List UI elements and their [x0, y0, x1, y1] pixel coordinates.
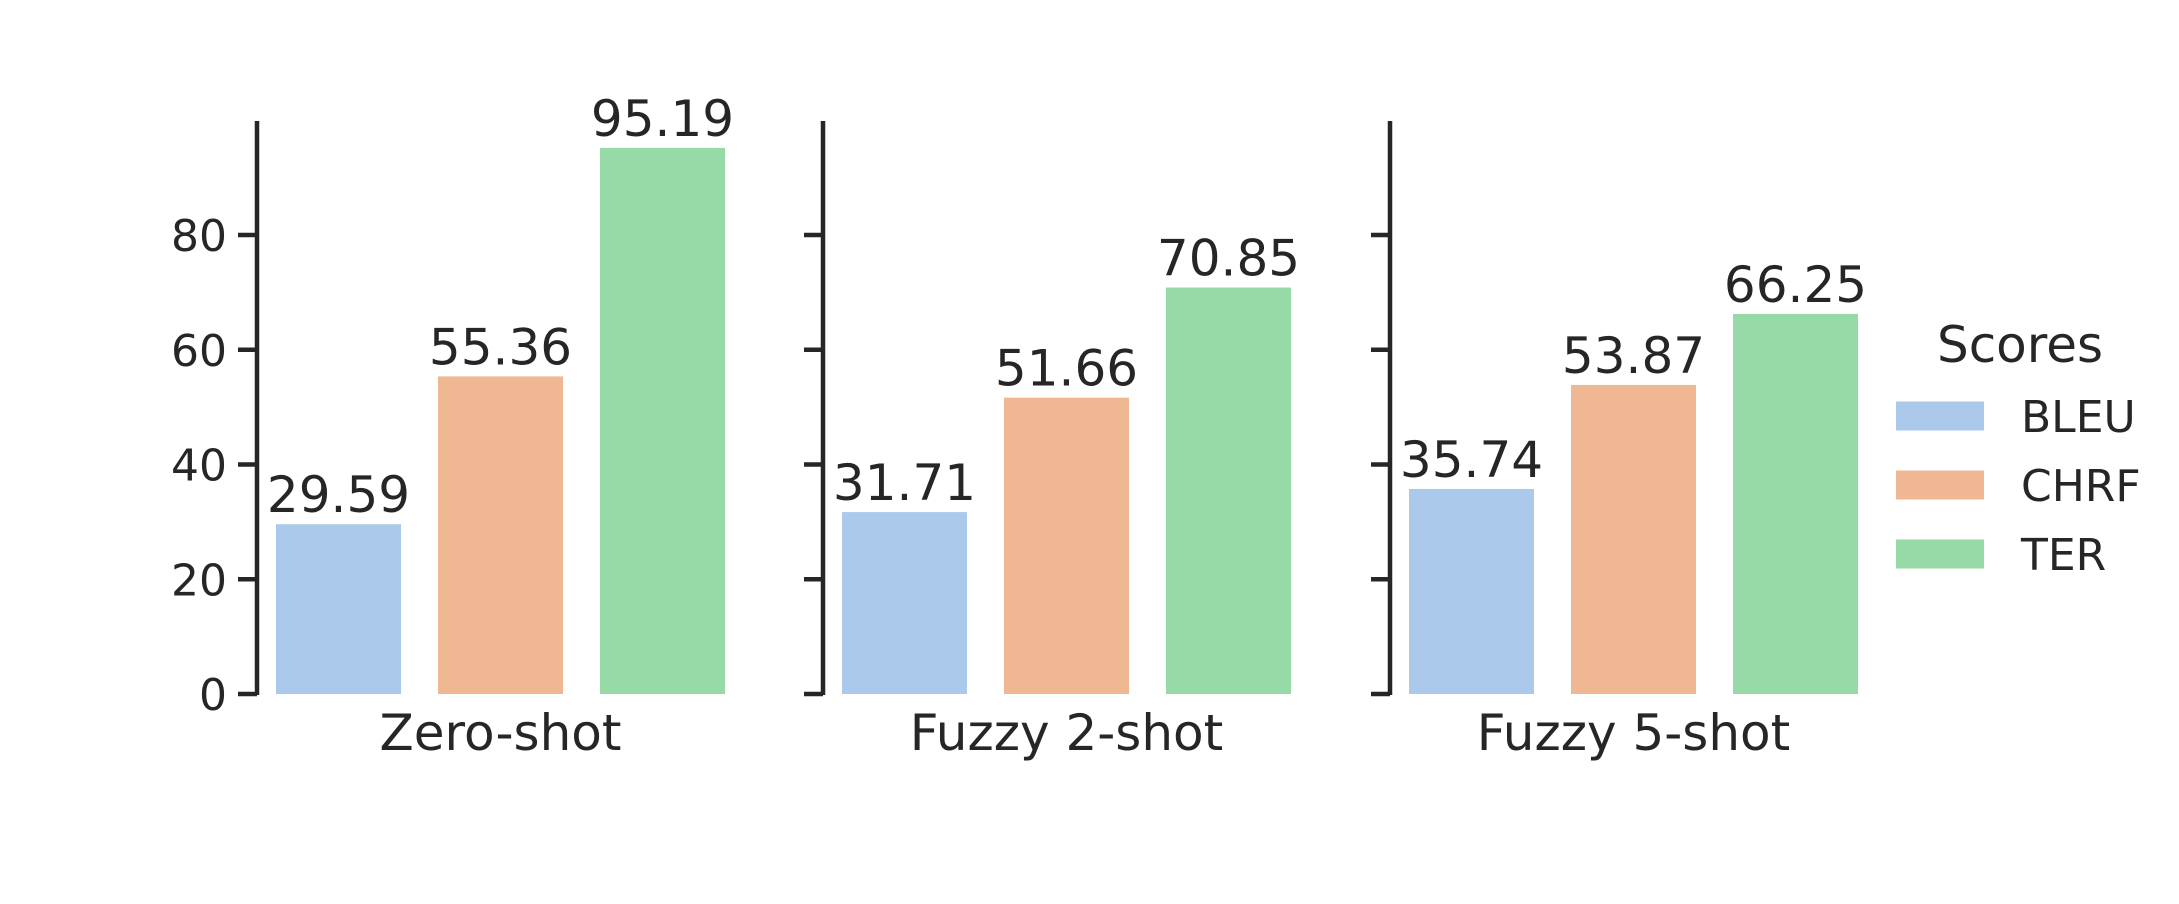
bar-value-label: 95.19: [591, 90, 734, 148]
legend-swatch-chrf: [1896, 470, 1984, 500]
bar-bleu-2: [1409, 488, 1534, 694]
bar-chrf-2: [1571, 384, 1696, 694]
legend-label-ter: TER: [2020, 530, 2106, 581]
bar-value-label: 66.25: [1724, 256, 1867, 314]
x-category-label: Zero-shot: [380, 704, 622, 762]
bar-bleu-1: [842, 512, 967, 694]
bar-value-label: 29.59: [267, 466, 410, 524]
bar-chrf-1: [1004, 397, 1129, 694]
y-tick-label: 0: [199, 670, 227, 721]
y-tick-label: 80: [171, 211, 227, 262]
legend-swatch-ter: [1896, 539, 1984, 569]
bar-ter-0: [600, 147, 725, 695]
y-tick-label: 40: [171, 441, 227, 492]
x-category-label: Fuzzy 5-shot: [1477, 704, 1790, 762]
bar-value-label: 31.71: [833, 454, 976, 512]
y-tick-label: 60: [171, 326, 227, 377]
bar-value-label: 51.66: [995, 340, 1138, 398]
legend-title: Scores: [1937, 316, 2103, 374]
bar-ter-2: [1733, 313, 1858, 694]
bar-value-label: 70.85: [1157, 230, 1300, 288]
legend-label-bleu: BLEU: [2021, 392, 2136, 443]
bar-chrf-0: [438, 376, 563, 694]
y-tick-label: 20: [171, 555, 227, 606]
bar-bleu-0: [276, 524, 401, 694]
bar-value-label: 55.36: [429, 318, 572, 376]
legend-label-chrf: CHRF: [2021, 461, 2141, 512]
bar-value-label: 35.74: [1400, 431, 1543, 489]
x-category-label: Fuzzy 2-shot: [910, 704, 1223, 762]
legend-swatch-bleu: [1896, 401, 1984, 431]
bar-ter-1: [1166, 287, 1291, 694]
bar-value-label: 53.87: [1562, 327, 1705, 385]
